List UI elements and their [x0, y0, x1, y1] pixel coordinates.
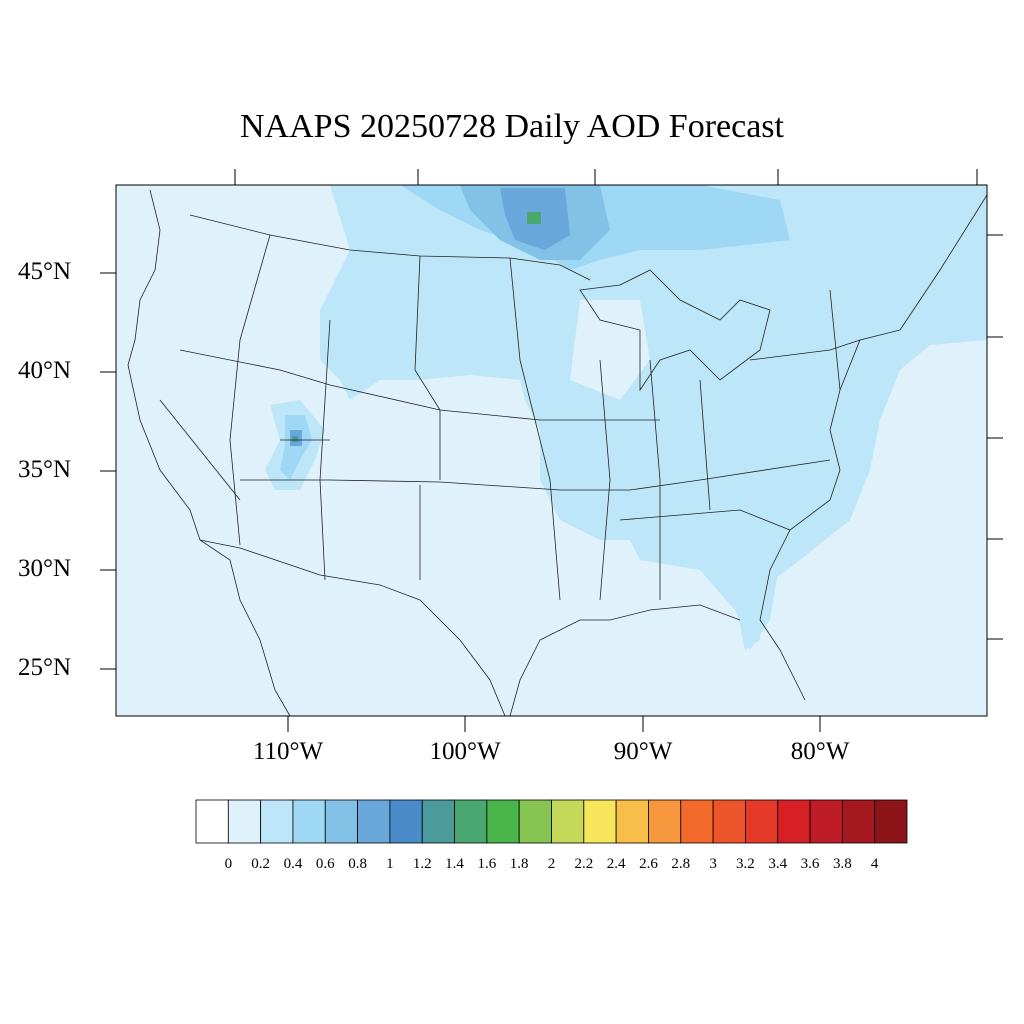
- aod-clear-pocket-2: [420, 380, 530, 470]
- east-coastline: [759, 194, 988, 701]
- lon-label-110: 110°W: [252, 738, 324, 765]
- colorbar-tick-label: 0: [224, 856, 233, 872]
- colorbar-swatch: [615, 799, 649, 844]
- colorbar-tick-label: 0.8: [348, 856, 367, 872]
- lat-label-30: 30°N: [18, 555, 72, 582]
- west-coastline: [127, 189, 291, 717]
- colorbar-swatch: [648, 799, 682, 844]
- gulf-coastline: [509, 604, 741, 717]
- colorbar-swatch: [324, 799, 358, 844]
- colorbar-tick-label: 1.2: [412, 856, 432, 872]
- colorbar-swatch: [583, 799, 617, 844]
- aod-utah-plume-peak: [292, 436, 298, 442]
- right-ticks: [987, 234, 1003, 640]
- colorbar-tick-label: 3.4: [768, 856, 788, 872]
- colorbar-swatch: [777, 799, 811, 844]
- lon-label-80: 80°W: [790, 738, 850, 765]
- colorbar-tick-label: 3: [709, 856, 717, 872]
- colorbar-tick-label: 0.6: [315, 856, 335, 872]
- borders: [127, 189, 988, 717]
- colorbar: [195, 799, 908, 844]
- colorbar-tick-label: 1.8: [509, 856, 529, 872]
- colorbar-tick-label: 2: [547, 856, 556, 872]
- colorbar-swatch: [195, 799, 229, 844]
- colorbar-tick-label: 0.4: [283, 856, 303, 872]
- map-frame: [115, 184, 988, 717]
- colorbar-tick-label: 2.8: [671, 856, 691, 872]
- colorbar-swatch: [712, 799, 746, 844]
- lat-label-25: 25°N: [18, 654, 72, 681]
- lat-label-35: 35°N: [18, 456, 72, 483]
- colorbar-tick-label: 1: [386, 856, 394, 872]
- colorbar-swatch: [292, 799, 326, 844]
- aod-shading: [265, 185, 987, 650]
- colorbar-tick-label: 4: [870, 856, 879, 872]
- map-title: NAAPS 20250728 Daily AOD Forecast: [240, 108, 784, 145]
- great-lakes: [579, 269, 771, 392]
- colorbar-tick-label: 0.2: [251, 856, 270, 872]
- left-ticks: [100, 272, 116, 670]
- aod-peak-green: [527, 212, 541, 224]
- colorbar-swatch: [809, 799, 843, 844]
- lon-label-90: 90°W: [613, 738, 673, 765]
- aod-northern-band: [320, 185, 987, 650]
- bottom-ticks: [287, 716, 821, 732]
- lat-label-45: 45°N: [18, 258, 72, 285]
- colorbar-swatch: [260, 799, 294, 844]
- colorbar-swatch: [486, 799, 520, 844]
- colorbar-swatch: [680, 799, 714, 844]
- aod-utah-plume-mid: [280, 415, 312, 480]
- aod-clear-pocket: [570, 300, 650, 400]
- colorbar-tick-label: 3.6: [800, 856, 820, 872]
- colorbar-tick-label: 3.8: [832, 856, 852, 872]
- lat-label-40: 40°N: [18, 357, 72, 384]
- colorbar-swatch: [841, 799, 876, 844]
- top-ticks: [234, 169, 978, 185]
- colorbar-tick-label: 2.4: [606, 856, 626, 872]
- colorbar-swatch: [518, 799, 552, 844]
- colorbar-swatch: [227, 799, 262, 844]
- colorbar-tick-label: 1.4: [445, 856, 464, 872]
- mexico-border: [199, 539, 506, 717]
- colorbar-swatch: [551, 799, 585, 844]
- colorbar-swatch: [389, 799, 423, 844]
- colorbar-tick-label: 3.2: [736, 856, 755, 872]
- colorbar-swatch: [357, 799, 391, 844]
- colorbar-swatch: [421, 799, 455, 844]
- lon-label-100: 100°W: [429, 738, 501, 765]
- colorbar-tick-label: 2.6: [639, 856, 658, 872]
- colorbar-tick-label: 1.6: [477, 856, 497, 872]
- colorbar-swatch: [454, 799, 488, 844]
- colorbar-tick-label: 2.2: [574, 856, 594, 872]
- colorbar-swatch: [745, 799, 779, 844]
- colorbar-swatch: [874, 799, 908, 844]
